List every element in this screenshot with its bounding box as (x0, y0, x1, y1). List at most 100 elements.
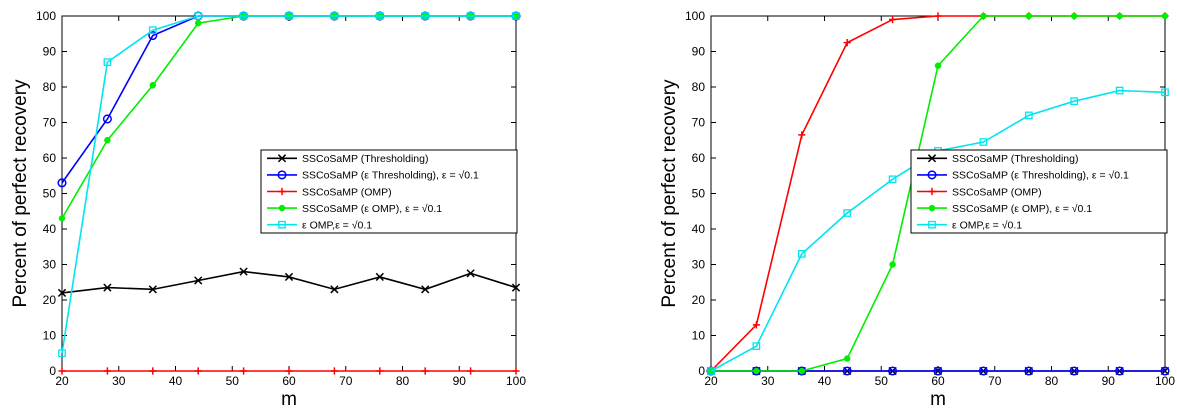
legend-swatch-marker (928, 220, 936, 229)
data-point (1115, 86, 1124, 95)
data-point (466, 269, 475, 278)
x-tick-label: 40 (169, 374, 183, 388)
data-point (421, 285, 430, 294)
data-point (104, 137, 111, 144)
data-point (239, 12, 248, 20)
legend-swatch-marker (278, 187, 286, 196)
legend-box (910, 149, 1168, 234)
data-point (1025, 12, 1033, 20)
legend-entry: ε OMP,ε = √0.1 (302, 220, 372, 232)
data-point (376, 367, 384, 375)
data-point (1116, 12, 1123, 20)
data-point (285, 367, 293, 375)
y-tick-label: 80 (692, 80, 706, 94)
data-point (798, 367, 806, 375)
chart-panel-1: 20 30 40 50 60 70 80 90 100 0 10 20 30 40 50 60 70 80 90 10… (10, 9, 526, 408)
legend-swatch-marker (928, 187, 936, 196)
legend-entry: SSCoSaMP (ε OMP), ε = √0.1 (302, 203, 442, 215)
data-point (194, 12, 203, 20)
y-tick-label: 10 (692, 329, 706, 343)
series-3 (58, 367, 520, 375)
data-point (103, 58, 112, 67)
data-point (511, 283, 521, 292)
data-point (284, 272, 294, 282)
y-tick-label: 20 (43, 293, 57, 307)
y-tick-label: 60 (692, 151, 706, 165)
legend-swatch-marker (277, 170, 287, 180)
x-tick-label: 100 (506, 374, 526, 388)
y-tick-label: 20 (692, 293, 706, 307)
data-point (797, 249, 806, 258)
data-point (889, 261, 896, 268)
legend-entry: SSCoSaMP (ε Thresholding), ε = √0.1 (302, 170, 479, 182)
legend-entry: SSCoSaMP (OMP) (302, 186, 392, 198)
data-point (58, 367, 66, 375)
x-tick-label: 60 (282, 374, 296, 388)
x-tick-label: 70 (339, 374, 353, 388)
data-point (58, 215, 66, 222)
data-point (330, 285, 339, 294)
data-point (194, 19, 202, 27)
legend-swatch-marker (278, 204, 286, 212)
data-point (103, 283, 112, 292)
data-point (1115, 366, 1125, 376)
data-point (1069, 366, 1079, 376)
data-point (752, 342, 761, 351)
data-point (842, 366, 852, 376)
x-tick-label: 90 (453, 374, 467, 388)
x-tick-label: 90 (1102, 374, 1116, 388)
data-point (1070, 97, 1079, 106)
x-axis-label: m (930, 389, 946, 408)
legend-entry: SSCoSaMP (ε Thresholding), ε = √0.1 (952, 170, 1129, 182)
x-tick-label: 100 (1155, 374, 1175, 388)
data-point (934, 12, 942, 20)
x-tick-label: 30 (112, 374, 126, 388)
data-point (285, 12, 293, 20)
data-point (934, 62, 942, 69)
data-point (1161, 88, 1169, 97)
series-5 (58, 12, 520, 358)
data-point (58, 349, 66, 358)
y-tick-label: 10 (43, 329, 57, 343)
data-point (889, 15, 897, 24)
data-point (798, 131, 806, 139)
data-point (421, 367, 429, 375)
y-tick-label: 70 (43, 116, 57, 130)
legend-entry: SSCoSaMP (OMP) (952, 186, 1042, 198)
x-tick-label: 50 (226, 374, 240, 388)
data-point (466, 12, 475, 20)
y-tick-label: 70 (692, 116, 706, 130)
data-point (843, 355, 851, 362)
legend-entry: SSCoSaMP (ε OMP), ε = √0.1 (952, 203, 1092, 215)
data-point (149, 367, 157, 375)
data-point (103, 367, 111, 375)
legend: SSCoSaMP (Thresholding) SSCoSaMP (ε Thres… (910, 149, 1168, 234)
y-tick-label: 50 (43, 187, 57, 201)
y-tick-label: 90 (43, 45, 57, 59)
data-point (57, 288, 67, 298)
data-point (1070, 12, 1078, 20)
data-point (1024, 111, 1033, 120)
data-point (102, 114, 112, 124)
data-point (194, 367, 202, 375)
y-axis-label: Percent of perfect recovery (659, 79, 680, 308)
data-point (980, 12, 987, 20)
data-point (888, 366, 898, 376)
data-point (149, 81, 157, 89)
x-tick-label: 50 (875, 374, 889, 388)
data-point (148, 285, 157, 294)
data-point (978, 366, 988, 376)
data-point (753, 367, 760, 375)
legend-entry: SSCoSaMP (Thresholding) (302, 153, 428, 165)
series-line (61, 15, 516, 354)
x-tick-label: 40 (818, 374, 832, 388)
y-tick-label: 30 (43, 258, 57, 272)
data-point (330, 12, 339, 20)
data-point (239, 267, 248, 276)
y-tick-label: 0 (49, 364, 56, 378)
series-1 (57, 267, 521, 298)
data-point (512, 12, 520, 20)
y-tick-label: 60 (43, 151, 57, 165)
y-tick-label: 80 (43, 80, 57, 94)
data-point (843, 39, 851, 47)
